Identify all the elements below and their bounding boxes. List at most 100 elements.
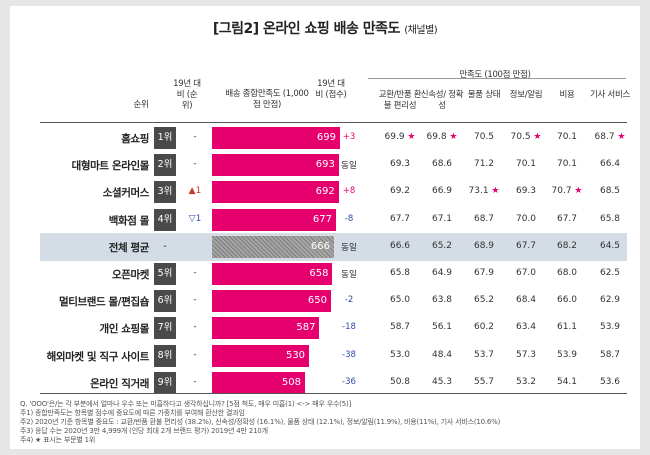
sub-score-value: 54.1 (556, 376, 578, 387)
footnote-line: 주3) 응답 수는 2020년 3만 4,999개 (인당 최대 2개 브랜드 … (20, 427, 268, 435)
sub-score-cell: 55.7 (464, 377, 504, 387)
overall-score-label: 693 (315, 159, 335, 171)
yoy-score-diff: 동일 (341, 270, 357, 280)
header-sub-4: 비용 (559, 90, 575, 100)
sub-score-value: 69.3 (389, 159, 411, 170)
sub-score-value: 63.8 (431, 295, 453, 306)
sub-score-value: 68.2 (556, 240, 578, 251)
table-row: 온라인 직거래 9위 - 508 -36 50.8 45.3 55.7 53.2 54.1 53.6 (40, 369, 627, 397)
sub-score-value: 58.7 (599, 349, 621, 360)
overall-score-label: 650 (307, 295, 328, 307)
rank-badge: 8위 (154, 344, 176, 367)
sub-score-cell: 62.5 (590, 268, 630, 278)
sub-score-cell: 70.0 (506, 214, 546, 224)
sub-score-cell: 53.7 (464, 350, 504, 360)
sub-score-value: 70.7 (551, 186, 572, 197)
table-row: 소셜커머스 3위 ▲1 692 +8 69.2 66.9 73.1 ★ 69.3 70.7 ★ 68… (40, 178, 627, 206)
sub-score-value: 57.3 (515, 349, 537, 360)
sub-score-value: 68.0 (556, 268, 578, 278)
overall-score-label: 658 (309, 268, 329, 279)
yoy-score-diff: +8 (342, 186, 356, 197)
yoy-score-diff: -8 (344, 213, 354, 224)
top-rank-star-icon: ★ (488, 186, 500, 197)
yoy-score-diff: 동일 (341, 161, 357, 172)
overall-score-label: 530 (285, 349, 306, 361)
sub-score-value: 62.9 (599, 295, 621, 306)
sub-score-cell: 68.4 (506, 295, 546, 305)
overall-score-bar (212, 154, 339, 177)
subtitle-text: (채널별) (404, 25, 438, 36)
sub-score-cell: 68.7 ★ (590, 132, 630, 142)
table-row: 해외마켓 및 직구 사이트 8위 - 530 -38 53.0 48.4 53.7 57.3 53… (40, 342, 627, 370)
sub-score-cell: 69.8 ★ (422, 132, 462, 142)
sub-score-cell: 53.9 (590, 322, 630, 332)
sub-score-value: 70.1 (556, 159, 578, 170)
overall-score-bar (212, 344, 310, 367)
footnote-line: 주2) 2020년 기준 항목별 중요도 : 교환/반품 환불 편리성 (38.… (20, 418, 501, 426)
rank-change: ▲1 (188, 186, 202, 197)
header-overall: 배송 종합만족도 (1,000점 만점) (225, 89, 309, 110)
header-yoy-score: 19년 대비 (점수) (315, 79, 347, 100)
sub-score-value: 63.4 (515, 322, 537, 333)
sub-score-cell: 69.3 (506, 186, 546, 196)
sub-score-cell: 70.1 (547, 159, 587, 169)
rank-change: - (193, 322, 197, 333)
sub-score-cell: 66.0 (547, 295, 587, 305)
rank-change: - (193, 159, 197, 170)
sub-score-value: 65.0 (389, 295, 411, 306)
top-rank-star-icon: ★ (614, 132, 626, 142)
table-row: 개인 쇼핑몰 7위 - 587 -18 58.7 56.1 60.2 63.4 61.1 53.9 (40, 314, 627, 342)
sub-score-cell: 70.1 (506, 159, 546, 169)
sub-score-value: 65.8 (599, 213, 621, 224)
overall-score-bar (212, 290, 332, 313)
sub-score-value: 67.0 (515, 268, 537, 278)
rank-badge: 6위 (154, 290, 176, 313)
top-rank-star-icon: ★ (446, 132, 458, 142)
rank-badge: 4위 (154, 208, 176, 231)
sub-score-cell: 73.1 ★ (464, 186, 504, 196)
yoy-score-diff: -18 (342, 322, 356, 333)
sub-score-value: 53.0 (389, 349, 411, 360)
footnotes: Q. 'OOO'은/는 각 부분에서 얼마나 우수 또는 미흡하다고 생각하십니… (20, 400, 500, 445)
sub-score-value: 62.5 (599, 268, 621, 278)
satisfaction-group-line (368, 78, 626, 79)
sub-score-cell: 45.3 (422, 377, 462, 387)
sub-score-cell: 53.2 (506, 377, 546, 387)
sub-score-value: 56.1 (431, 322, 453, 333)
sub-score-value: 66.0 (556, 295, 578, 306)
sub-score-value: 65.8 (389, 268, 411, 278)
header-yoy-rank: 19년 대비 (순위) (173, 79, 201, 111)
table-bottom-line (40, 393, 627, 394)
overall-score-label: 666 (310, 240, 330, 252)
yoy-score-diff: +3 (342, 132, 356, 142)
sub-score-cell: 69.9 ★ (380, 132, 420, 142)
sub-score-value: 67.1 (431, 213, 453, 224)
sub-score-cell: 69.2 (380, 186, 420, 196)
sub-score-value: 68.7 (473, 213, 495, 224)
overall-score-label: 692 (315, 186, 335, 198)
sub-score-cell: 70.7 ★ (547, 186, 587, 196)
sub-score-cell: 65.2 (464, 295, 504, 305)
sub-score-cell: 65.0 (380, 295, 420, 305)
sub-score-cell: 54.1 (547, 377, 587, 387)
sub-score-cell: 68.7 (464, 214, 504, 224)
sub-score-cell: 71.2 (464, 159, 504, 169)
sub-score-value: 65.2 (473, 295, 495, 306)
category-label: 전체 평균 (108, 241, 150, 254)
category-label: 멀티브랜드 몰/편집숍 (58, 296, 149, 309)
header-sub-1: 신속성/ 정확성 (420, 90, 464, 111)
footnote-line: 주4) ★ 표시는 부문별 1위 (20, 436, 96, 444)
sub-score-cell: 64.9 (422, 268, 462, 278)
rank-badge: 5위 (154, 263, 176, 285)
rank-change: - (193, 376, 197, 387)
sub-score-cell: 62.9 (590, 295, 630, 305)
overall-score-label: 508 (281, 376, 302, 388)
sub-score-value: 67.7 (515, 240, 537, 251)
sub-score-cell: 50.8 (380, 377, 420, 387)
category-label: 소셜커머스 (102, 187, 150, 200)
sub-score-value: 68.9 (473, 240, 495, 251)
category-label: 홈쇼핑 (121, 133, 149, 145)
yoy-score-diff: 동일 (341, 242, 357, 253)
sub-score-value: 68.4 (515, 295, 537, 306)
sub-score-value: 69.9 (384, 132, 405, 142)
